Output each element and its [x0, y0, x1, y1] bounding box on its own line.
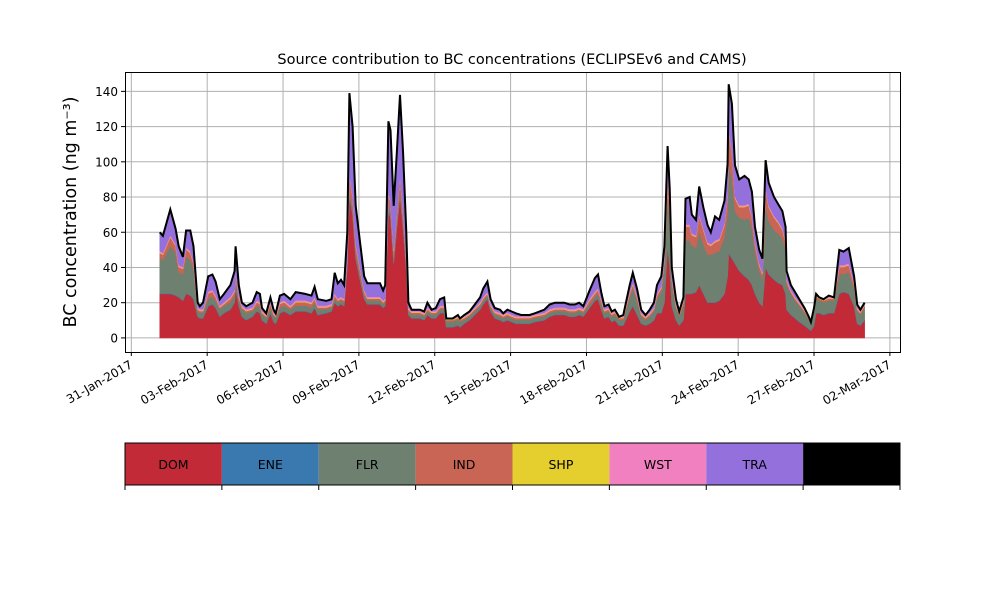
y-tick-label: 40	[103, 261, 118, 275]
legend-label-flr: FLR	[356, 457, 379, 472]
legend-frame	[124, 442, 901, 486]
legend-label-ene: ENE	[258, 457, 283, 472]
legend-swatch-tra	[706, 443, 804, 485]
legend-label-bb: BB	[843, 457, 860, 472]
y-tick-label: 100	[95, 155, 118, 169]
y-tick-label: 140	[95, 85, 118, 99]
chart-title: Source contribution to BC concentrations…	[277, 52, 746, 68]
y-tick-label: 80	[103, 191, 118, 205]
y-tick-label: 20	[103, 296, 118, 310]
y-tick-label: 120	[95, 120, 118, 134]
line-bb	[159, 84, 866, 326]
plot-frame	[125, 72, 901, 353]
legend-swatch-ind	[415, 443, 513, 485]
legend-colorbar: DOM ENE FLR IND SHP WST TRA BB	[124, 442, 901, 490]
legend-swatch-shp	[512, 443, 610, 485]
legend-label-wst: WST	[644, 457, 672, 472]
legend-label-dom: DOM	[158, 457, 188, 472]
y-tick-label: 0	[110, 331, 118, 345]
legend-swatch-wst	[609, 443, 707, 485]
legend-swatch-dom	[125, 443, 222, 485]
legend-label-shp: SHP	[549, 457, 574, 472]
legend-label-tra: TRA	[742, 457, 768, 472]
legend-swatch-bb	[803, 443, 900, 485]
stacked-areas	[159, 84, 866, 339]
y-tick-label: 60	[103, 226, 118, 240]
legend-swatch-ene	[221, 443, 319, 485]
y-axis: 0 20 40 60 80 100 120 140	[95, 85, 125, 345]
legend-swatch-flr	[318, 443, 416, 485]
legend-label-ind: IND	[453, 457, 476, 472]
y-axis-label: BC concentration (ng m⁻³)	[61, 97, 81, 328]
